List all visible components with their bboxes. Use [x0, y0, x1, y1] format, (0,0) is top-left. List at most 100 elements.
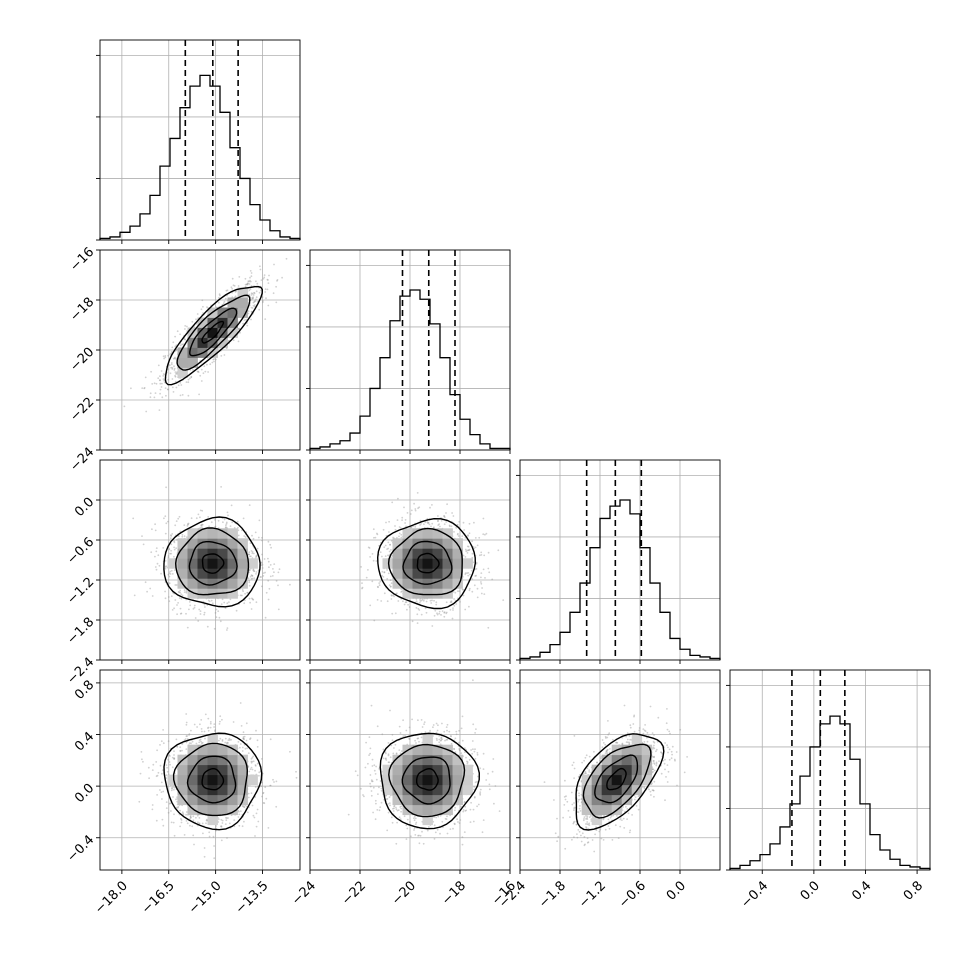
- sample-point: [133, 594, 136, 597]
- sample-point: [446, 832, 449, 835]
- sample-point: [380, 787, 383, 790]
- sample-point: [480, 554, 483, 556]
- sample-point: [223, 518, 226, 521]
- sample-point: [183, 338, 186, 340]
- density-cell: [621, 744, 633, 756]
- sample-point: [395, 806, 397, 809]
- sample-point: [191, 320, 194, 323]
- sample-point: [666, 781, 669, 783]
- sample-point: [611, 738, 614, 741]
- sample-point: [200, 742, 203, 745]
- density-cell: [581, 794, 593, 806]
- sample-point: [434, 831, 437, 834]
- sample-point: [276, 280, 278, 282]
- sample-point: [249, 738, 251, 741]
- sample-point: [252, 301, 255, 304]
- sample-point: [220, 825, 223, 827]
- sample-point: [179, 612, 182, 615]
- sample-point: [587, 827, 590, 830]
- density-cell: [462, 774, 473, 786]
- sample-point: [204, 737, 206, 740]
- sample-point: [252, 814, 255, 817]
- sample-point: [175, 373, 177, 375]
- sample-point: [180, 593, 183, 596]
- sample-point: [475, 568, 478, 570]
- sample-point: [621, 742, 624, 745]
- sample-point: [637, 795, 640, 798]
- sample-point: [221, 819, 224, 822]
- sample-point: [169, 573, 172, 575]
- sample-point: [477, 803, 480, 806]
- sample-point: [190, 376, 193, 379]
- sample-point: [244, 536, 247, 538]
- sample-point: [482, 768, 485, 770]
- sample-point: [164, 515, 167, 518]
- density-cell: [197, 528, 208, 539]
- sample-point: [629, 724, 632, 727]
- sample-point: [229, 598, 232, 601]
- sample-point: [588, 755, 591, 758]
- sample-point: [416, 492, 419, 494]
- sample-point: [483, 593, 486, 595]
- sample-point: [151, 804, 154, 806]
- sample-point: [220, 826, 223, 828]
- density-cell: [581, 784, 593, 796]
- sample-point: [386, 829, 389, 832]
- sample-point: [404, 522, 406, 524]
- sample-point: [162, 824, 165, 827]
- sample-point: [385, 759, 388, 761]
- density-cell: [187, 357, 198, 368]
- sample-point: [644, 724, 646, 726]
- sample-point: [248, 770, 251, 773]
- sample-point: [151, 808, 154, 811]
- sample-point: [433, 838, 436, 840]
- density-cell: [432, 764, 443, 776]
- sample-point: [164, 567, 167, 570]
- xtick-label-param-2: −1.8: [536, 878, 569, 911]
- sample-point: [198, 822, 201, 825]
- sample-point: [179, 344, 182, 347]
- sample-point: [185, 713, 188, 715]
- sample-point: [481, 831, 484, 834]
- sample-point: [200, 728, 203, 730]
- sample-point: [233, 819, 236, 821]
- sample-point: [251, 292, 254, 295]
- sample-point: [167, 573, 170, 576]
- contour-level-1: [186, 755, 237, 804]
- sample-point: [387, 753, 390, 756]
- sample-point: [609, 748, 611, 750]
- sample-point: [683, 771, 686, 774]
- sample-point: [199, 509, 202, 512]
- density-cell: [641, 774, 653, 786]
- density-cell: [442, 578, 453, 589]
- density-cell: [197, 588, 208, 599]
- sample-point: [226, 837, 228, 839]
- sample-point: [190, 742, 192, 745]
- sample-point: [430, 525, 432, 528]
- sample-point: [382, 576, 385, 578]
- density-cell: [422, 528, 433, 539]
- sample-point: [269, 543, 272, 546]
- sample-point: [175, 798, 177, 801]
- sample-point: [492, 758, 495, 760]
- sample-point: [436, 613, 439, 616]
- sample-point: [168, 582, 171, 585]
- sample-point: [438, 610, 441, 613]
- sample-point: [193, 606, 196, 609]
- sample-point: [433, 526, 435, 529]
- sample-point: [410, 526, 413, 528]
- density-cell: [197, 327, 208, 338]
- sample-point: [159, 789, 161, 791]
- sample-point: [159, 392, 162, 395]
- sample-point: [251, 534, 253, 537]
- sample-point: [163, 357, 166, 360]
- sample-point: [652, 789, 655, 792]
- sample-point: [215, 825, 218, 827]
- sample-point: [651, 732, 654, 734]
- sample-point: [254, 769, 256, 772]
- sample-point: [147, 766, 150, 769]
- axes-frame: [519, 459, 721, 661]
- sample-point: [230, 504, 233, 507]
- sample-point: [664, 799, 666, 802]
- sample-point: [198, 608, 201, 611]
